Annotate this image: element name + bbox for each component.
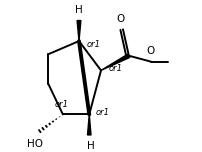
Text: or1: or1 [54, 100, 68, 109]
Polygon shape [101, 54, 130, 70]
Text: or1: or1 [86, 40, 100, 48]
Text: or1: or1 [95, 108, 109, 117]
Text: O: O [116, 14, 124, 24]
Text: O: O [147, 46, 155, 56]
Text: or1: or1 [108, 64, 122, 73]
Polygon shape [87, 114, 91, 135]
Text: H: H [75, 5, 83, 15]
Polygon shape [77, 21, 81, 41]
Text: HO: HO [27, 139, 43, 149]
Text: H: H [87, 141, 95, 151]
